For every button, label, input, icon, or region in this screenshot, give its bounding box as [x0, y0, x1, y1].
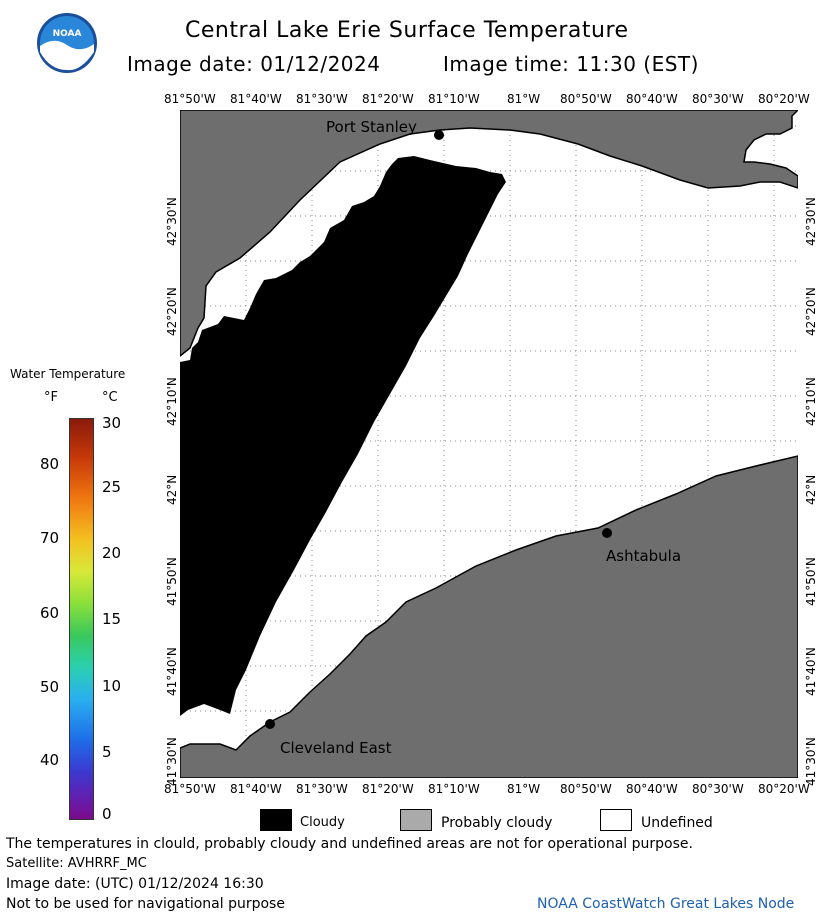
lon-label-bottom: 81°10'W [428, 782, 480, 796]
legend-unit-f: °F [44, 390, 58, 405]
legend-c-tick: 20 [102, 544, 122, 562]
land-north [180, 110, 798, 357]
temperature-colorbar [69, 418, 94, 820]
legend-c-tick: 10 [102, 677, 122, 695]
port-stanley-marker [434, 130, 444, 140]
legend-unit-c: °C [102, 390, 118, 405]
legend-c-tick: 5 [102, 743, 112, 761]
lon-label-top: 81°40'W [230, 92, 282, 106]
map-title: Central Lake Erie Surface Temperature [185, 18, 629, 43]
lon-label-top: 80°50'W [560, 92, 612, 106]
lon-label-top: 80°40'W [626, 92, 678, 106]
key-label-undefined: Undefined [641, 815, 713, 831]
lon-label-top: 80°30'W [692, 92, 744, 106]
legend-c-tick: 0 [102, 805, 112, 823]
legend-title: Water Temperature [10, 367, 126, 381]
key-swatch-probably-cloudy [400, 809, 432, 831]
cloud-mask [180, 156, 506, 716]
image-time: Image time: 11:30 (EST) [443, 52, 699, 76]
svg-text:NOAA: NOAA [53, 29, 82, 39]
lon-label-top: 81°W [507, 92, 541, 106]
footer-credit: NOAA CoastWatch Great Lakes Node [537, 896, 795, 912]
lon-label-top: 81°50'W [164, 92, 216, 106]
legend-f-tick: 70 [40, 529, 60, 547]
legend-c-tick: 25 [102, 478, 122, 496]
lon-label-bottom: 80°40'W [626, 782, 678, 796]
land-south [180, 455, 798, 778]
cleveland-east-label: Cleveland East [280, 739, 392, 757]
key-label-probably-cloudy: Probably cloudy [441, 815, 553, 831]
lake-map [180, 110, 798, 778]
legend-f-tick: 50 [40, 678, 60, 696]
legend-c-tick: 30 [102, 414, 122, 432]
footer-navigation: Not to be used for navigational purpose [6, 896, 285, 912]
ashtabula-marker [602, 528, 612, 538]
cleveland-east-marker [265, 719, 275, 729]
ashtabula-label: Ashtabula [606, 547, 682, 565]
lon-label-bottom: 81°40'W [230, 782, 282, 796]
key-swatch-cloudy [260, 809, 292, 831]
key-swatch-undefined [600, 809, 632, 831]
footer-disclaimer: The temperatures in clould, probably clo… [6, 836, 693, 852]
lon-label-top: 81°30'W [296, 92, 348, 106]
noaa-logo: NOAA [37, 13, 97, 73]
legend-f-tick: 40 [40, 751, 60, 769]
lon-label-top: 81°20'W [362, 92, 414, 106]
legend-c-tick: 15 [102, 610, 122, 628]
lon-label-top: 80°20'W [758, 92, 810, 106]
port-stanley-label: Port Stanley [326, 118, 417, 136]
legend-f-tick: 60 [40, 604, 60, 622]
lon-label-bottom: 80°50'W [560, 782, 612, 796]
lon-label-bottom: 81°W [507, 782, 541, 796]
footer-satellite: Satellite: AVHRRF_MC [6, 856, 147, 871]
image-date: Image date: 01/12/2024 [127, 52, 381, 76]
lon-label-top: 81°10'W [428, 92, 480, 106]
lon-label-bottom: 81°50'W [164, 782, 216, 796]
lon-label-bottom: 80°20'W [758, 782, 810, 796]
lon-label-bottom: 80°30'W [692, 782, 744, 796]
key-label-cloudy: Cloudy [300, 815, 345, 830]
lon-label-bottom: 81°20'W [362, 782, 414, 796]
footer-utc-date: Image date: (UTC) 01/12/2024 16:30 [6, 876, 264, 892]
lon-label-bottom: 81°30'W [296, 782, 348, 796]
legend-f-tick: 80 [40, 455, 60, 473]
